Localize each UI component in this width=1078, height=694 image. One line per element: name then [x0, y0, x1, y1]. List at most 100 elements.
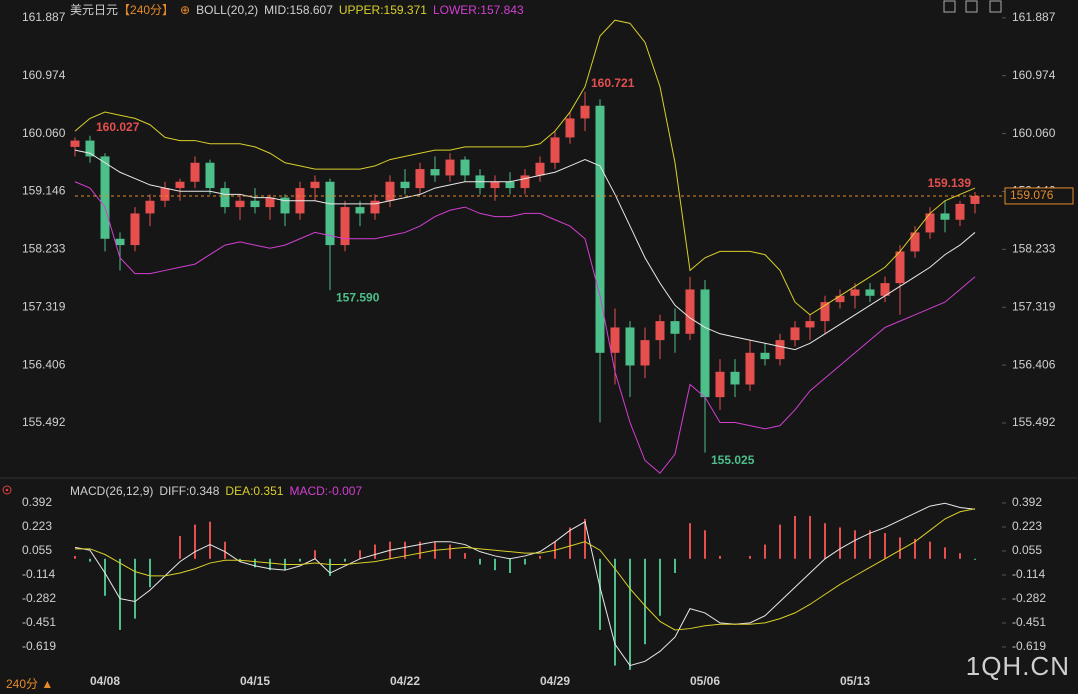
candle-body	[370, 200, 380, 214]
candle-body	[160, 188, 170, 201]
x-tick-label: 04/08	[90, 674, 120, 688]
panel-icon[interactable]	[2, 485, 12, 495]
y-tick-label: 156.406	[1012, 357, 1056, 371]
candle-body	[205, 162, 215, 189]
y-tick-label: -0.114	[22, 567, 55, 581]
candle-body	[565, 118, 575, 138]
legend-item: MID:158.607	[264, 2, 333, 17]
candle-body	[430, 169, 440, 176]
candle-body	[670, 321, 680, 334]
y-tick-label: 155.492	[22, 415, 66, 429]
legend-item: DEA:0.351	[225, 484, 284, 498]
legend-item: UPPER:159.371	[338, 2, 427, 17]
candle-body	[325, 181, 335, 246]
y-tick-label: 158.233	[1012, 242, 1056, 256]
candle-body	[220, 188, 230, 208]
candle-body	[700, 289, 710, 398]
x-tick-label: 04/29	[540, 674, 570, 688]
price-annotation: 160.027	[96, 120, 140, 134]
candle-body	[145, 200, 155, 214]
candle-body	[595, 105, 605, 353]
candle-body	[715, 371, 725, 398]
candle-body	[85, 140, 95, 157]
y-tick-label: 157.319	[22, 299, 66, 313]
candle-body	[250, 200, 260, 208]
candle-body	[340, 207, 350, 246]
control-icon[interactable]	[989, 0, 1002, 13]
candle-body	[445, 159, 455, 176]
window-controls	[943, 0, 1002, 13]
x-tick-label: 05/13	[840, 674, 870, 688]
last-price-box	[1004, 187, 1074, 205]
control-icon[interactable]	[965, 0, 978, 13]
candle-body	[115, 238, 125, 246]
candle-body	[790, 327, 800, 341]
x-tick-label: 04/22	[390, 674, 420, 688]
candle-body	[100, 156, 110, 239]
y-tick-label: 155.492	[1012, 415, 1056, 429]
candle-body	[235, 200, 245, 208]
candle-body	[835, 295, 845, 303]
candle-body	[625, 327, 635, 366]
candle-body	[400, 181, 410, 189]
candle-body	[865, 289, 875, 296]
y-tick-label: 0.223	[1012, 519, 1042, 533]
candle-body	[580, 105, 590, 119]
y-tick-label: 161.887	[1012, 10, 1056, 24]
x-tick-label: 05/06	[690, 674, 720, 688]
indicator-line	[74, 149, 976, 351]
x-tick-label: 04/15	[240, 674, 270, 688]
candle-body	[310, 181, 320, 189]
legend-item: DIFF:0.348	[159, 484, 220, 498]
y-tick-label: -0.619	[22, 639, 56, 653]
y-tick-label: -0.451	[1012, 615, 1046, 629]
indicator-line	[74, 19, 976, 316]
candle-body	[970, 195, 980, 204]
y-tick-label: 158.233	[22, 242, 66, 256]
legend-item: MACD:-0.007	[289, 484, 363, 498]
candle-body	[535, 162, 545, 176]
y-tick-label: -0.282	[1012, 591, 1046, 605]
y-tick-label: 160.974	[1012, 68, 1056, 82]
control-icon[interactable]	[943, 0, 956, 13]
candle-body	[280, 197, 290, 214]
candle-body	[130, 213, 140, 246]
y-tick-label: -0.619	[1012, 639, 1046, 653]
indicator-name[interactable]: MACD(26,12,9)	[70, 484, 154, 498]
candle-body	[895, 251, 905, 284]
price-annotation: 160.721	[591, 76, 635, 90]
candle-body	[640, 340, 650, 366]
candle-body	[760, 352, 770, 360]
candle-body	[505, 181, 515, 189]
candle-body	[355, 207, 365, 214]
candle-body	[775, 340, 785, 360]
y-tick-label: -0.114	[1012, 567, 1045, 581]
settings-icon[interactable]: ⊕	[180, 2, 191, 17]
period-footer[interactable]: 240分 ▲	[6, 677, 54, 691]
period[interactable]: 【240分】	[118, 3, 175, 17]
y-tick-label: -0.282	[22, 591, 56, 605]
indicator-line	[75, 508, 976, 631]
y-tick-label: 0.055	[1012, 543, 1042, 557]
candle-body	[175, 181, 185, 189]
y-tick-label: 159.146	[22, 184, 66, 198]
price-annotation: 155.025	[711, 453, 755, 467]
candle-body	[265, 197, 275, 208]
candle-body	[460, 159, 470, 176]
y-tick-label: 157.319	[1012, 299, 1056, 313]
candle-body	[550, 137, 560, 163]
candle-body	[805, 321, 815, 328]
symbol-title: 美元日元	[70, 3, 119, 17]
candle-body	[610, 327, 620, 353]
panel-icon-dot	[5, 488, 9, 492]
y-tick-label: 0.223	[22, 519, 52, 533]
macd-header: MACD(26,12,9) DIFF:0.348 DEA:0.351 MACD:…	[70, 484, 362, 498]
candle-body	[955, 203, 965, 220]
candle-body	[910, 232, 920, 252]
candle-body	[850, 289, 860, 296]
indicator-name[interactable]: BOLL(20,2)	[196, 2, 259, 17]
candle-body	[880, 283, 890, 296]
candle-body	[820, 302, 830, 322]
candle-body	[190, 162, 200, 182]
y-tick-label: 0.392	[1012, 495, 1042, 509]
